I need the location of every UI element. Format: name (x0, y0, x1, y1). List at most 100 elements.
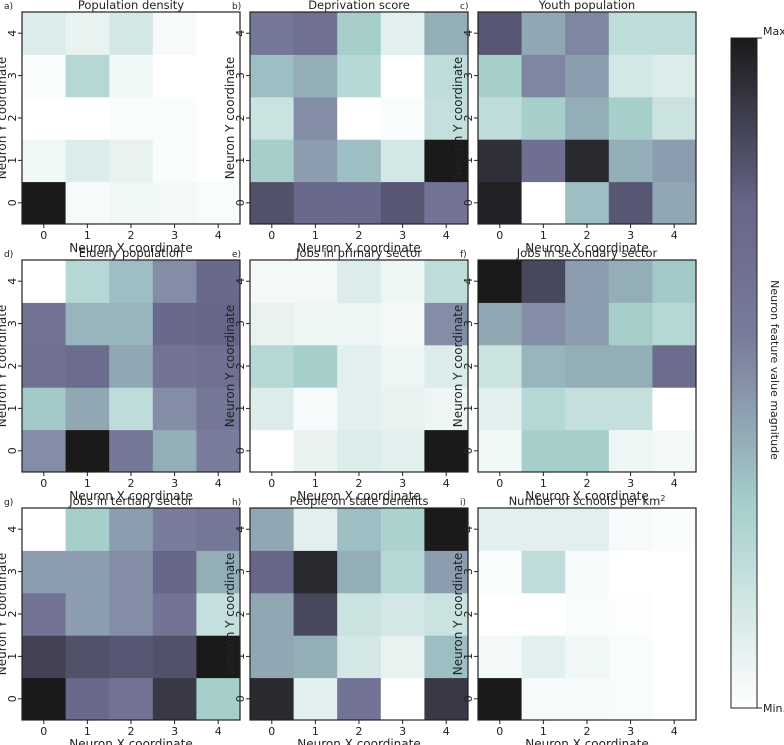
heatmap-cell (565, 302, 610, 346)
heatmap-cell (22, 508, 67, 551)
y-tick-label: 0 (234, 199, 247, 206)
heatmap-cell (652, 260, 697, 303)
heatmap-cell (337, 508, 382, 551)
y-tick-label: 4 (462, 30, 475, 37)
heatmap-cell (293, 635, 338, 679)
heatmap-cell (152, 550, 197, 594)
heatmap-cell (152, 96, 197, 140)
y-tick-label: 1 (6, 157, 19, 164)
heatmap-cell (65, 344, 110, 388)
heatmap-cell (608, 96, 653, 140)
x-tick-label: 3 (627, 229, 634, 242)
heatmap-cell (250, 139, 295, 183)
panel-title: Youth population (538, 0, 635, 12)
x-axis-label: Neuron X coordinate (69, 241, 192, 255)
heatmap-cell (250, 181, 295, 225)
y-axis-label: Neuron Y coordinate (223, 305, 237, 428)
y-tick-label: 1 (234, 157, 247, 164)
y-tick-label: 2 (6, 115, 19, 122)
y-tick-label: 0 (6, 199, 19, 206)
heatmap-cell (337, 550, 382, 594)
y-tick-label: 0 (6, 695, 19, 702)
heatmap-cell (196, 344, 241, 388)
x-tick-label: 0 (496, 477, 503, 490)
heatmap-cell (652, 54, 697, 98)
panel-title: Jobs in primary sector (295, 246, 422, 260)
heatmap-cell (22, 635, 67, 679)
x-tick-label: 0 (496, 725, 503, 738)
heatmap-cell (608, 260, 653, 303)
heatmap-cell (109, 96, 154, 140)
heatmap-cell (652, 344, 697, 388)
x-tick-label: 1 (312, 725, 319, 738)
heatmap-cell (521, 550, 566, 594)
heatmap-cell (608, 181, 653, 225)
heatmap-cell (337, 12, 382, 55)
y-tick-label: 0 (234, 447, 247, 454)
heatmap-cell (293, 260, 338, 303)
heatmap-cell (152, 344, 197, 388)
heatmap-cell (478, 508, 523, 551)
heatmap-cell (565, 429, 610, 473)
heatmap-cell (109, 635, 154, 679)
heatmap-cell (521, 12, 566, 55)
heatmap-cell (478, 592, 523, 636)
y-axis-label: Neuron Y coordinate (0, 553, 9, 676)
heatmap-cell (521, 302, 566, 346)
heatmap-cell (521, 677, 566, 721)
y-tick-label: 4 (6, 526, 19, 533)
x-tick-label: 4 (671, 725, 678, 738)
x-tick-label: 4 (215, 477, 222, 490)
heatmap-cell (565, 54, 610, 98)
heatmap-cell (521, 181, 566, 225)
y-tick-label: 4 (6, 278, 19, 285)
heatmap-cell (293, 677, 338, 721)
heatmap-cell (565, 344, 610, 388)
x-tick-label: 3 (627, 477, 634, 490)
heatmap-cell (152, 677, 197, 721)
heatmap-cell (65, 139, 110, 183)
heatmap-cell (196, 387, 241, 431)
heatmap-cell (337, 181, 382, 225)
heatmap-cell (652, 508, 697, 551)
y-tick-label: 3 (462, 568, 475, 575)
heatmap-cell (293, 592, 338, 636)
heatmap-cell (293, 344, 338, 388)
heatmap-cell (109, 54, 154, 98)
heatmap-cell (565, 181, 610, 225)
heatmap-cell (196, 96, 241, 140)
panel-c: c) Youth population 0 0 1 1 2 2 3 3 4 4 Neuron X coo… (451, 0, 697, 255)
heatmap-cell (250, 677, 295, 721)
heatmap-cell (608, 550, 653, 594)
heatmap-cell (196, 139, 241, 183)
heatmap-cell (521, 429, 566, 473)
heatmap-cell (22, 344, 67, 388)
panel-f: f) Jobs in secondary sector 0 0 1 1 2 2 3 3 4 4 Neur… (451, 246, 697, 503)
colorbar-min-label: Min. (763, 702, 784, 715)
heatmap-cell (250, 260, 295, 303)
heatmap-cell (196, 429, 241, 473)
heatmap-cell (65, 508, 110, 551)
y-tick-label: 1 (6, 405, 19, 412)
heatmap-cell (109, 12, 154, 55)
x-tick-label: 1 (84, 477, 91, 490)
y-axis-label: Neuron Y coordinate (451, 57, 465, 180)
heatmap-cell (22, 139, 67, 183)
panel-title: Deprivation score (308, 0, 410, 12)
heatmap-cell (250, 592, 295, 636)
x-tick-label: 0 (268, 477, 275, 490)
y-tick-label: 3 (234, 72, 247, 79)
panel-label: a) (4, 2, 13, 12)
y-tick-label: 0 (234, 695, 247, 702)
heatmap-cell (65, 260, 110, 303)
heatmap-cell (608, 677, 653, 721)
heatmap-cell (521, 260, 566, 303)
heatmap-cell (109, 260, 154, 303)
y-tick-label: 4 (234, 526, 247, 533)
y-tick-label: 4 (234, 278, 247, 285)
heatmap-cell (65, 429, 110, 473)
heatmap-cell (337, 344, 382, 388)
heatmap-cell (22, 677, 67, 721)
x-tick-label: 1 (84, 725, 91, 738)
y-tick-label: 2 (6, 363, 19, 370)
